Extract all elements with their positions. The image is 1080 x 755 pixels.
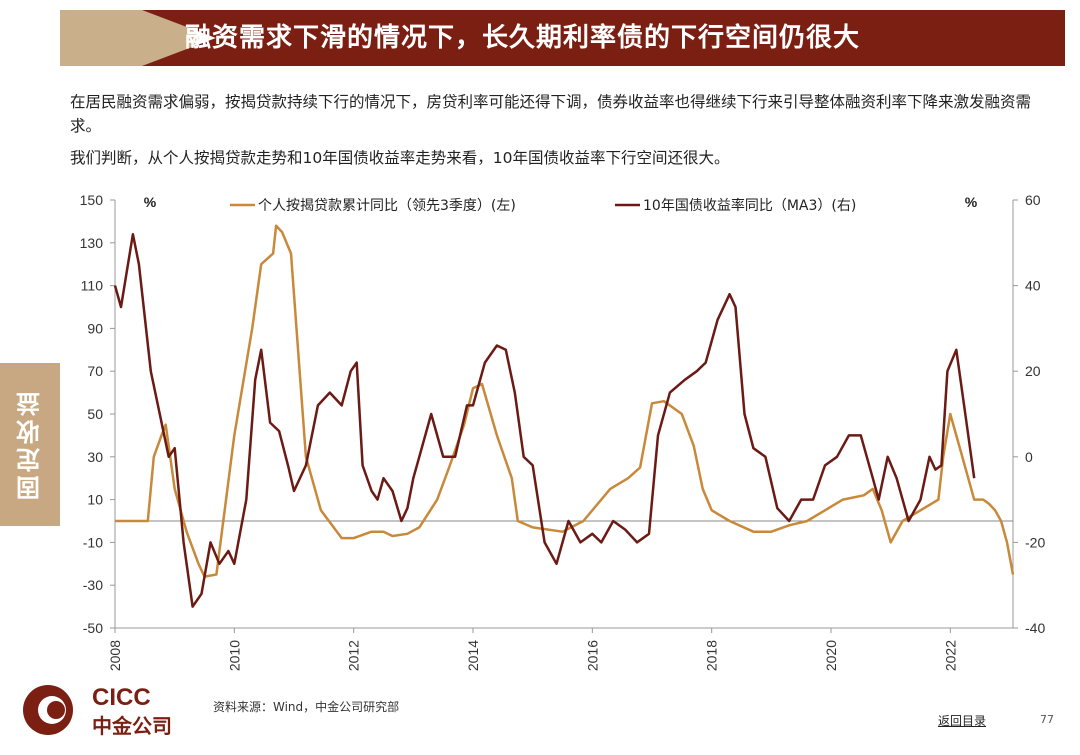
- summary-paragraph-1: 在居民融资需求偏弱，按揭贷款持续下行的情况下，房贷利率可能还得下调，债券收益率也…: [70, 93, 1032, 135]
- x-tick-label: 2020: [823, 640, 839, 671]
- page-number: 77: [1040, 713, 1054, 726]
- series-line-1: [115, 224, 1015, 578]
- x-tick-label: 2010: [226, 640, 242, 671]
- right-tick-label: -20: [1025, 534, 1045, 550]
- title-banner: [60, 10, 1065, 66]
- page-title: 融资需求下滑的情况下，长久期利率债的下行空间仍很大: [185, 23, 861, 53]
- left-tick-label: 90: [87, 320, 103, 336]
- chart: 150 130 110 90 70 50 30 10 -10 -30 -50 60 40 20 0 -20 -4…: [80, 192, 1046, 671]
- right-tick-label: 60: [1025, 192, 1041, 208]
- title-banner-band: [142, 10, 1065, 66]
- legend-label-2: 10年国债收益率同比（MA3）(右): [643, 197, 856, 214]
- x-tick-label: 2012: [346, 640, 362, 671]
- source-note: 资料来源：Wind，中金公司研究部: [213, 700, 400, 714]
- right-tick-label: 40: [1025, 278, 1041, 294]
- right-tick-label: -40: [1025, 620, 1045, 636]
- left-tick-label: -50: [83, 620, 103, 636]
- left-tick-label: 110: [81, 278, 104, 294]
- x-tick-label: 2008: [107, 640, 123, 671]
- right-axis-unit: %: [965, 194, 978, 210]
- x-tick-label: 2016: [584, 640, 600, 671]
- right-tick-label: 20: [1025, 363, 1041, 379]
- left-tick-label: 50: [87, 406, 103, 422]
- x-tick-label: 2018: [704, 640, 720, 671]
- summary-paragraph-2: 我们判断，从个人按揭贷款走势和10年国债收益率走势来看，10年国债收益率下行空间…: [70, 149, 730, 167]
- left-tick-label: 70: [87, 363, 103, 379]
- left-tick-label: 10: [87, 492, 103, 508]
- legend-label-1: 个人按揭贷款累计同比（领先3季度）(左): [258, 198, 516, 214]
- left-tick-label: -10: [83, 534, 103, 550]
- x-tick-label: 2014: [465, 640, 481, 671]
- left-tick-label: 130: [80, 235, 104, 251]
- left-tick-label: -30: [83, 577, 103, 593]
- left-tick-label: 30: [87, 449, 103, 465]
- right-tick-label: 0: [1025, 449, 1033, 465]
- logo-en: CICC: [92, 684, 151, 711]
- back-to-contents-link[interactable]: 返回目录: [938, 714, 987, 728]
- left-axis-unit: %: [144, 194, 157, 210]
- logo-cn: 中金公司: [92, 714, 172, 738]
- cicc-logo: CICC 中金公司: [23, 684, 172, 738]
- series-line-2: [113, 232, 976, 608]
- x-tick-label: 2022: [942, 640, 958, 671]
- left-tick-label: 150: [80, 192, 104, 208]
